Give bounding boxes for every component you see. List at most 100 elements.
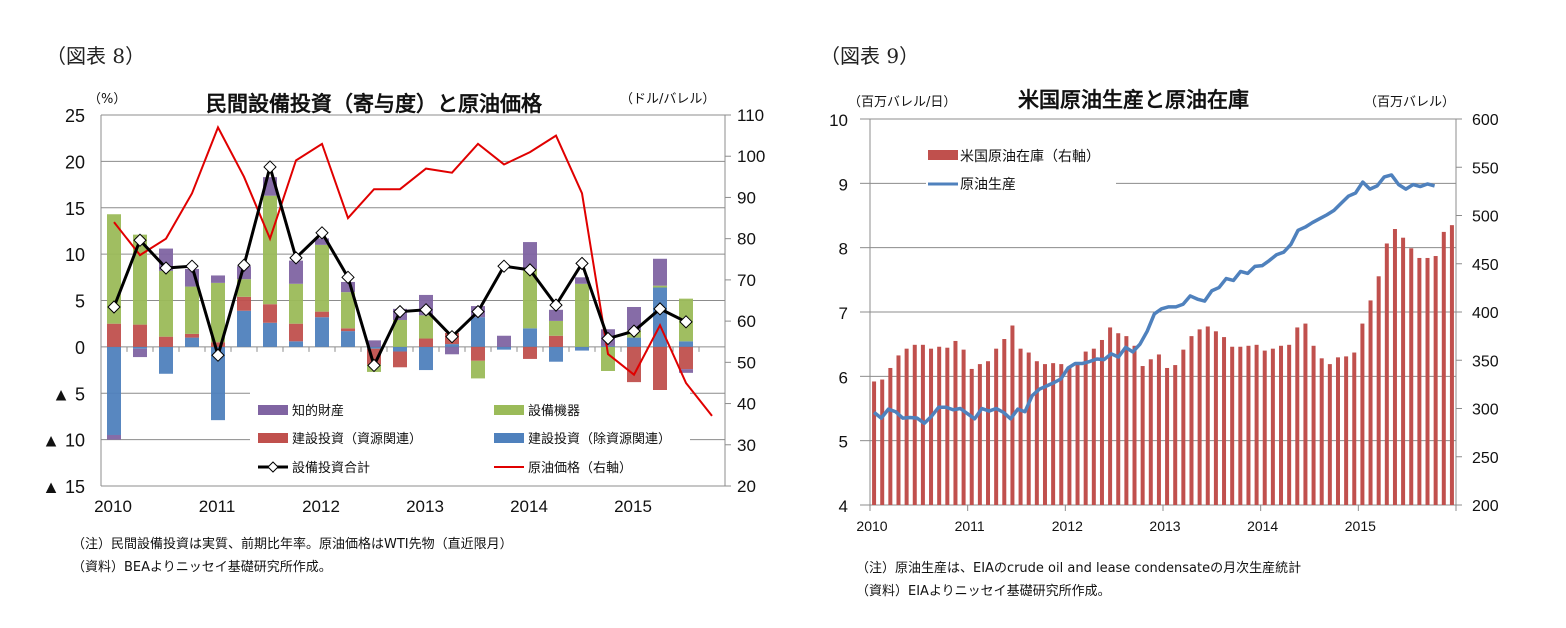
bar-struct_nonres: [211, 346, 225, 421]
bar-struct_res: [341, 328, 355, 332]
inventory-bar: [1344, 356, 1349, 505]
bar-ip: [549, 309, 563, 321]
oil-price-line: [113, 124, 713, 417]
y2-tick-label: 550: [1472, 160, 1499, 177]
bar-equip: [523, 268, 537, 329]
inventory-bar: [1246, 345, 1251, 505]
legend-marker-total: [267, 461, 279, 473]
chart-8-right-unit: （ドル/バレル）: [620, 92, 716, 107]
inventory-bar: [1099, 339, 1104, 505]
bar-equip: [185, 286, 199, 334]
inventory-bar: [1368, 300, 1373, 505]
total-marker: [445, 329, 459, 344]
inventory-bar: [1392, 229, 1397, 505]
inventory-bar: [1181, 349, 1186, 505]
total-marker: [471, 304, 485, 319]
total-marker: [133, 233, 147, 247]
y2-tick-label: 70: [737, 271, 756, 290]
bar-equip: [315, 244, 329, 312]
total-marker: [211, 348, 225, 362]
bar-equip: [393, 319, 407, 347]
y-tick-label: 20: [65, 152, 85, 172]
bar-struct_nonres: [263, 322, 277, 347]
inventory-bar: [1270, 348, 1275, 505]
inventory-bar: [1059, 364, 1064, 505]
total-marker: [393, 304, 407, 319]
inventory-bar: [1002, 339, 1007, 505]
inventory-bar: [1401, 237, 1406, 505]
x-year-label: 2015: [1345, 518, 1376, 534]
inventory-bar: [1376, 276, 1381, 505]
total-marker: [627, 324, 641, 338]
inventory-bar: [1042, 364, 1047, 505]
y2-tick-label: 30: [737, 436, 756, 455]
inventory-bar: [1409, 248, 1414, 505]
legend-label: 原油生産: [960, 176, 1016, 192]
bar-equip: [133, 234, 147, 325]
total-marker: [523, 263, 537, 277]
inventory-bar: [1222, 337, 1227, 505]
y-tick-label: 5: [839, 433, 848, 452]
chart-9-right-unit: （百万バレル）: [1364, 95, 1456, 110]
y2-tick-label: 80: [737, 230, 756, 249]
legend-label: 建設投資（資源関連）: [292, 431, 422, 446]
y2-tick-label: 350: [1472, 353, 1499, 370]
bar-struct_nonres: [393, 346, 407, 352]
production-line: [872, 173, 1436, 426]
inventory-bar: [1254, 344, 1259, 505]
bar-struct_nonres: [627, 337, 641, 347]
legend-swatch-inventory: [928, 150, 958, 160]
bar-ip: [341, 281, 355, 293]
y-tick-label: 5: [75, 292, 85, 312]
inventory-bar: [969, 368, 974, 505]
inventory-bar: [1279, 345, 1284, 505]
bar-equip: [549, 320, 563, 336]
bar-struct_nonres: [133, 346, 147, 349]
x-year-label: 2010: [856, 518, 887, 534]
chart-9-title: 米国原油生産と原油在庫: [1018, 88, 1249, 112]
y2-tick-label: 600: [1472, 112, 1499, 129]
y-tick-label: ▲ 5: [52, 384, 85, 404]
bar-struct_nonres: [575, 346, 589, 351]
inventory-bar: [1287, 344, 1292, 505]
y-tick-label: 25: [65, 106, 85, 126]
inventory-bar: [1197, 329, 1202, 505]
inventory-bar: [896, 355, 901, 505]
bar-equip: [575, 283, 589, 347]
total-marker: [315, 226, 329, 240]
legend-label: 知的財産: [292, 403, 344, 418]
total-marker: [497, 259, 511, 273]
y2-tick-label: 60: [737, 312, 756, 331]
bar-struct_nonres: [159, 346, 173, 374]
bar-ip: [107, 434, 121, 440]
legend-box: [250, 390, 690, 482]
bar-ip: [575, 277, 589, 284]
inventory-bar: [1360, 323, 1365, 505]
x-year-label: 2011: [955, 518, 985, 534]
inventory-bar: [977, 364, 982, 505]
y-tick-label: 10: [829, 111, 848, 130]
bar-struct_nonres: [367, 346, 381, 349]
bar-struct_res: [185, 333, 199, 338]
bar-equip: [601, 346, 615, 371]
inventory-bar: [994, 348, 999, 505]
inventory-bar: [1075, 363, 1080, 505]
x-year-label: 2010: [94, 497, 132, 516]
chart-9-note: （注）原油生産は、EIAのcrude oil and lease condens…: [856, 561, 1302, 576]
inventory-bar: [1132, 345, 1137, 505]
inventory-bar: [961, 349, 966, 505]
bar-equip: [653, 285, 667, 288]
bar-ip: [289, 260, 303, 284]
y-tick-label: ▲ 10: [42, 431, 85, 451]
inventory-bar: [1303, 323, 1308, 505]
y-tick-label: 9: [839, 175, 848, 194]
total-marker: [367, 358, 381, 373]
y2-tick-label: 100: [737, 147, 765, 166]
bar-struct_res: [653, 346, 667, 398]
x-year-label: 2014: [510, 497, 548, 516]
inventory-bar: [1352, 352, 1357, 505]
bar-struct_res: [627, 346, 641, 383]
chart-9-left-unit: （百万バレル/日）: [848, 95, 957, 110]
total-marker: [159, 261, 173, 275]
bar-struct_res: [289, 323, 303, 342]
